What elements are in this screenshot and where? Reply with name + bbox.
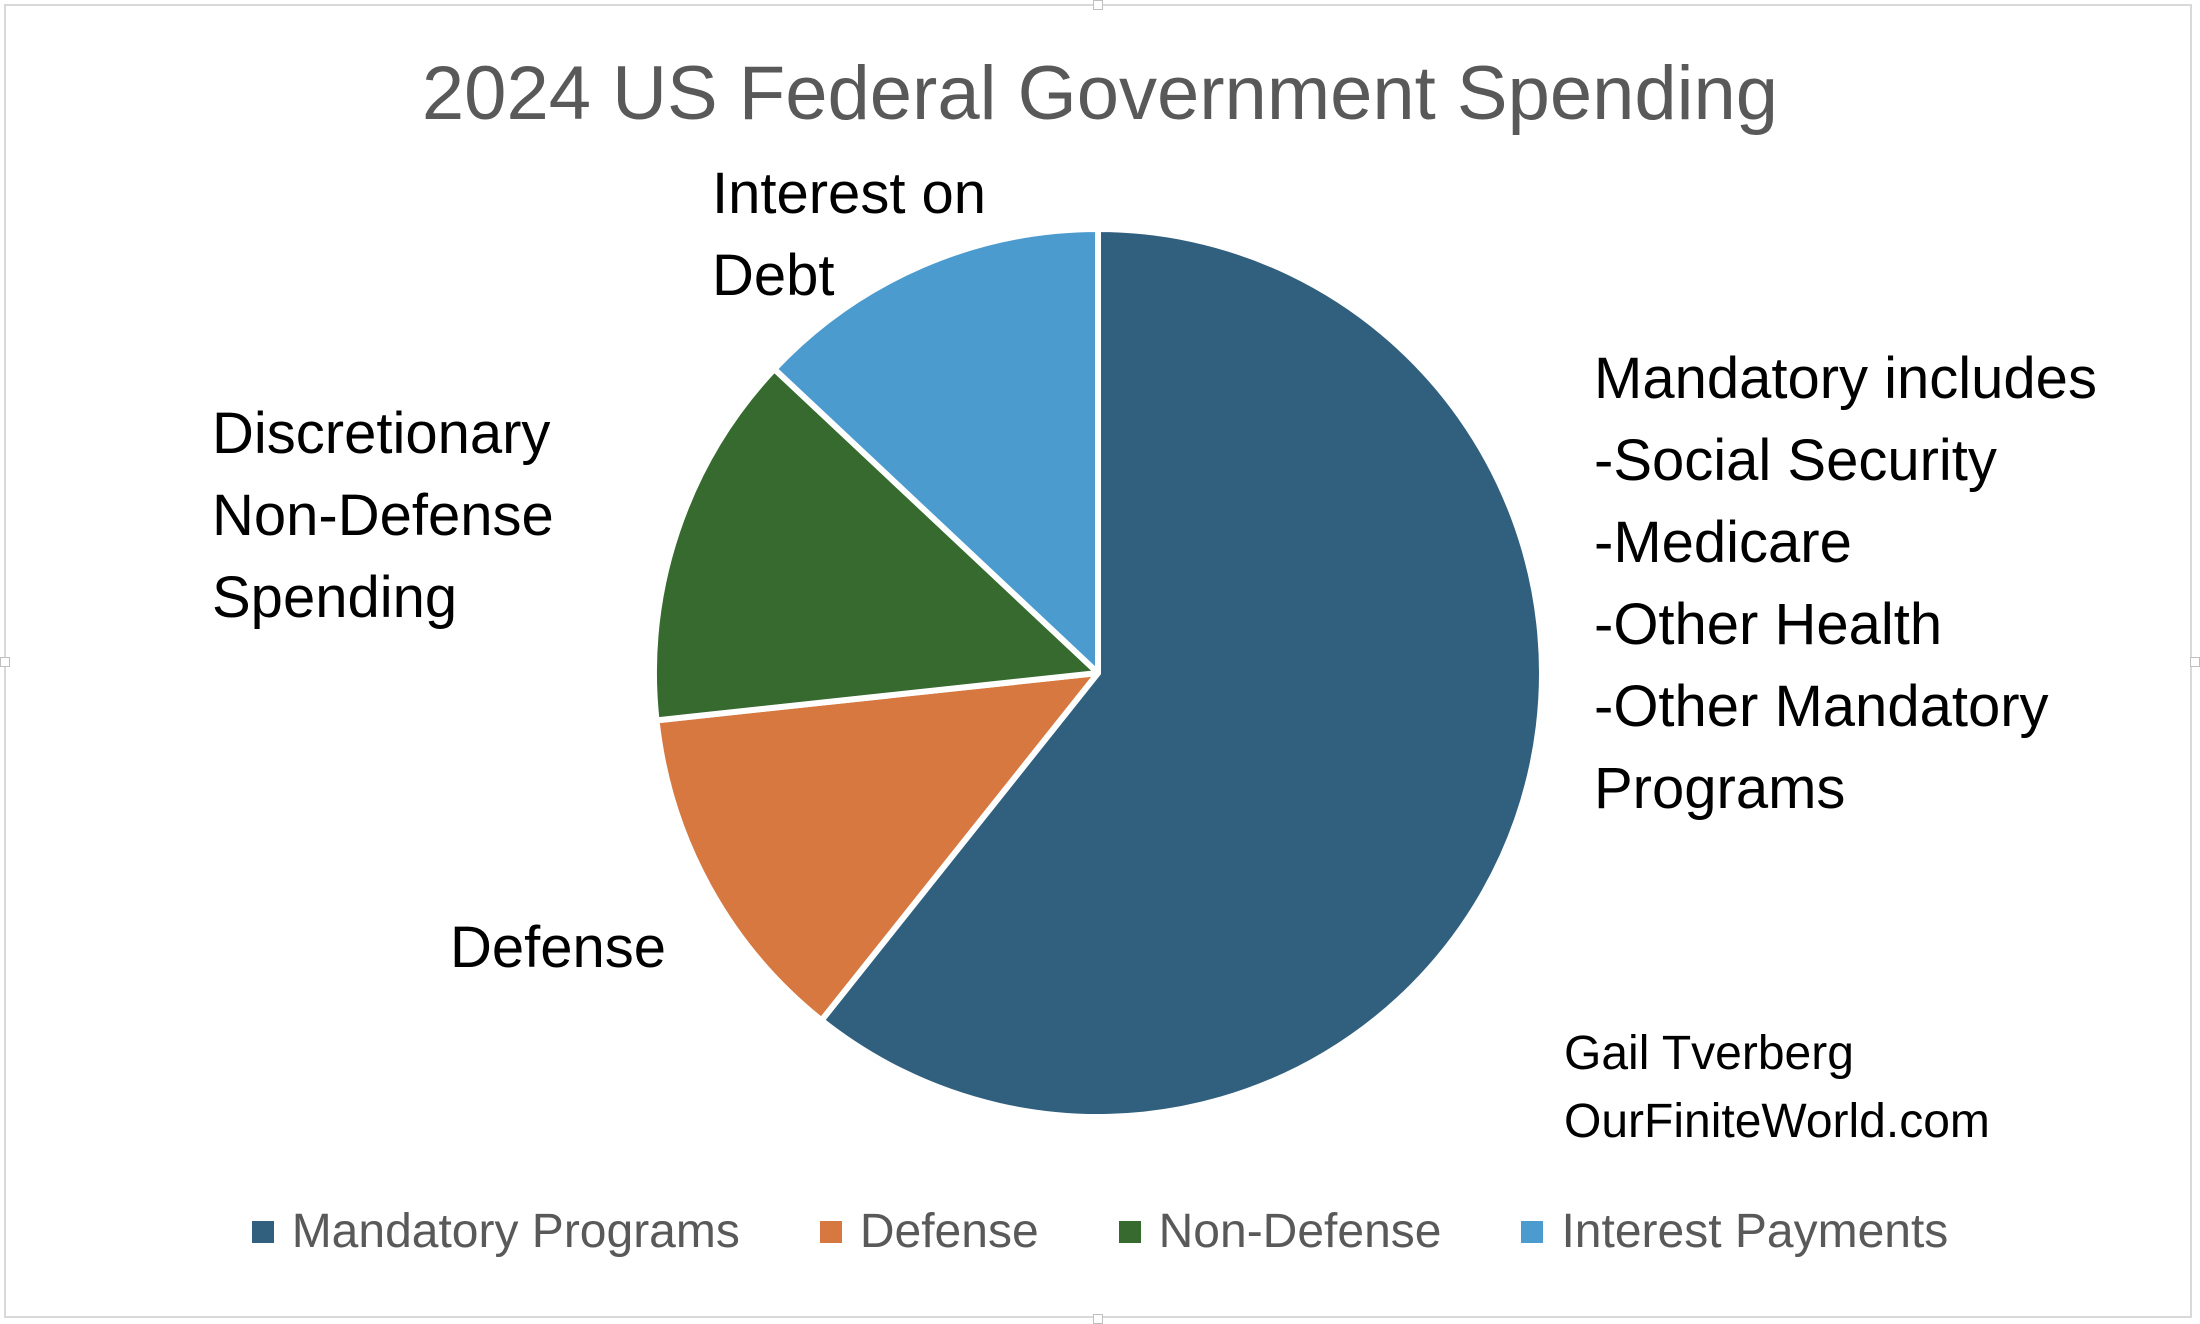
pie-slice-defense[interactable]: [653, 670, 1101, 1024]
chart-title[interactable]: 2024 US Federal Government Spending: [421, 51, 1779, 136]
legend-item-non-defense[interactable]: Non-Defense: [1118, 1204, 1442, 1259]
legend-swatch-non-defense: [1118, 1220, 1141, 1243]
resize-handle-top[interactable]: [1093, 0, 1103, 10]
pie-slice-non-defense[interactable]: [651, 366, 1101, 724]
annotation-interest-on-debt[interactable]: Interest on Debt: [712, 161, 987, 308]
credit-website[interactable]: OurFiniteWorld.com: [1564, 1095, 1990, 1148]
legend-label-defense: Defense: [859, 1205, 1039, 1258]
annotation-mandatory-includes[interactable]: Mandatory includes -Social Security -Med…: [1594, 346, 2097, 821]
legend-item-defense[interactable]: Defense: [819, 1204, 1039, 1259]
legend-swatch-interest-payments: [1521, 1220, 1544, 1243]
legend-label-mandatory-programs: Mandatory Programs: [291, 1205, 740, 1258]
legend-item-mandatory-programs[interactable]: Mandatory Programs: [251, 1204, 740, 1259]
legend-item-interest-payments[interactable]: Interest Payments: [1521, 1204, 1948, 1259]
annotation-defense[interactable]: Defense: [450, 915, 667, 980]
pie-slice-interest-payments[interactable]: [771, 226, 1101, 676]
resize-handle-left[interactable]: [0, 657, 10, 667]
pie-slice-mandatory-programs[interactable]: [818, 226, 1546, 1120]
legend-swatch-mandatory-programs: [251, 1220, 274, 1243]
legend-swatch-defense: [819, 1220, 842, 1243]
annotation-discretionary-non-defense[interactable]: Discretionary Non-Defense Spending: [212, 401, 554, 630]
credit-author[interactable]: Gail Tverberg: [1564, 1027, 1854, 1080]
legend-label-non-defense: Non-Defense: [1158, 1205, 1442, 1258]
legend[interactable]: Mandatory Programs Defense Non-Defense Inte…: [0, 1204, 2200, 1259]
legend-label-interest-payments: Interest Payments: [1561, 1205, 1949, 1258]
